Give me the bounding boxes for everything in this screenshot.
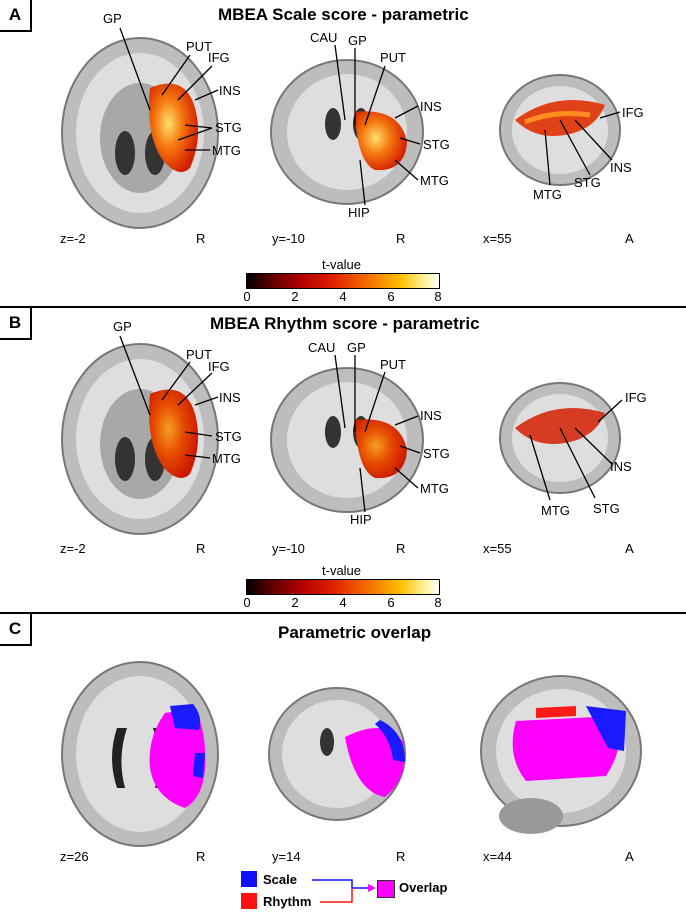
- colorbar-b-tick-6: 6: [387, 595, 395, 610]
- label-b-sag-ins: INS: [610, 459, 632, 474]
- colorbar-b-tick-2: 2: [291, 595, 299, 610]
- colorbar-a: [246, 273, 440, 289]
- label-a-coronal-gp: GP: [348, 33, 367, 48]
- label-b-sag-stg: STG: [593, 501, 620, 516]
- panel-b-axial-brain: [61, 343, 219, 535]
- legend-rhythm-label: Rhythm: [263, 894, 312, 909]
- coord-c-sagittal-orient: A: [625, 849, 634, 864]
- coord-a-axial-slice: z=-2: [60, 231, 86, 246]
- panel-a-title: MBEA Scale score - parametric: [218, 5, 469, 24]
- label-b-coronal-ins: INS: [420, 408, 442, 423]
- coord-c-axial-slice: z=26: [60, 849, 89, 864]
- label-b-sag-ifg: IFG: [625, 390, 647, 405]
- colorbar-a-tick-2: 2: [291, 289, 299, 304]
- coord-b-axial-slice: z=-2: [60, 541, 86, 556]
- label-b-coronal-gp: GP: [347, 340, 366, 355]
- legend-overlap-swatch: [377, 880, 395, 898]
- legend-overlap-label: Overlap: [399, 880, 448, 895]
- colorbar-a-tick-4: 4: [339, 289, 347, 304]
- label-b-ifg: IFG: [208, 359, 230, 374]
- coord-a-coronal-orient: R: [396, 231, 406, 246]
- label-a-coronal-mtg: MTG: [420, 173, 449, 188]
- divider-b-c: [0, 612, 686, 614]
- colorbar-b: [246, 579, 440, 595]
- coord-b-axial-orient: R: [196, 541, 206, 556]
- coord-a-coronal-slice: y=-10: [272, 231, 305, 246]
- coord-c-axial-orient: R: [196, 849, 206, 864]
- label-b-cau: CAU: [308, 340, 336, 355]
- label-a-coronal-ins: INS: [420, 99, 442, 114]
- colorbar-a-tick-6: 6: [387, 289, 395, 304]
- label-a-put: PUT: [186, 39, 212, 54]
- label-a-gp: GP: [103, 11, 122, 26]
- colorbar-b-tick-8: 8: [434, 595, 442, 610]
- legend-scale-label: Scale: [263, 872, 297, 887]
- label-b-hip: HIP: [350, 512, 372, 527]
- colorbar-a-title: t-value: [322, 257, 362, 272]
- panel-letter-c: C: [0, 614, 32, 646]
- panel-letter-b: B: [0, 308, 32, 340]
- panel-letter-a: A: [0, 0, 32, 32]
- coord-b-coronal-orient: R: [396, 541, 406, 556]
- panel-a-axial-brain: [61, 37, 219, 229]
- label-a-cau: CAU: [310, 30, 338, 45]
- coord-a-sagittal-slice: x=55: [483, 231, 512, 246]
- panel-c-title: Parametric overlap: [278, 623, 432, 642]
- coord-a-axial-orient: R: [196, 231, 206, 246]
- panel-b-leader-lines: [119, 335, 623, 513]
- label-b-put: PUT: [186, 347, 212, 362]
- label-a-coronal-put: PUT: [380, 50, 406, 65]
- panel-a-sagittal-brain: [499, 74, 621, 186]
- panel-c-sagittal-brain: [480, 675, 642, 834]
- label-b-sag-mtg: MTG: [541, 503, 570, 518]
- panel-b-coronal-brain: [270, 367, 424, 513]
- colorbar-b-title: t-value: [322, 563, 362, 578]
- panel-a-leader-lines: [119, 27, 621, 206]
- label-b-mtg: MTG: [212, 451, 241, 466]
- coord-b-sagittal-orient: A: [625, 541, 634, 556]
- coord-c-sagittal-slice: x=44: [483, 849, 512, 864]
- label-b-gp: GP: [113, 319, 132, 334]
- label-b-coronal-stg: STG: [423, 446, 450, 461]
- label-a-sag-ins: INS: [610, 160, 632, 175]
- panel-c-coronal-brain: [268, 687, 406, 821]
- label-a-sag-stg: STG: [574, 175, 601, 190]
- coord-c-coronal-orient: R: [396, 849, 406, 864]
- legend-rhythm-swatch: [241, 893, 257, 909]
- colorbar-b-tick-4: 4: [339, 595, 347, 610]
- label-a-ifg: IFG: [208, 50, 230, 65]
- label-a-mtg: MTG: [212, 143, 241, 158]
- label-b-stg: STG: [215, 429, 242, 444]
- panel-b-title: MBEA Rhythm score - parametric: [210, 314, 480, 333]
- label-b-coronal-put: PUT: [380, 357, 406, 372]
- panel-c-axial-brain: [61, 661, 219, 847]
- label-a-sag-mtg: MTG: [533, 187, 562, 202]
- label-b-ins: INS: [219, 390, 241, 405]
- coord-b-coronal-slice: y=-10: [272, 541, 305, 556]
- colorbar-b-tick-0: 0: [243, 595, 251, 610]
- colorbar-a-tick-0: 0: [243, 289, 251, 304]
- label-b-coronal-mtg: MTG: [420, 481, 449, 496]
- label-a-sag-ifg: IFG: [622, 105, 644, 120]
- label-a-hip: HIP: [348, 205, 370, 220]
- colorbar-a-tick-8: 8: [434, 289, 442, 304]
- divider-a-b: [0, 306, 686, 308]
- label-a-ins: INS: [219, 83, 241, 98]
- coord-b-sagittal-slice: x=55: [483, 541, 512, 556]
- coord-a-sagittal-orient: A: [625, 231, 634, 246]
- coord-c-coronal-slice: y=14: [272, 849, 301, 864]
- legend-scale-swatch: [241, 871, 257, 887]
- label-a-stg: STG: [215, 120, 242, 135]
- panel-a-coronal-brain: [270, 59, 424, 205]
- label-a-coronal-stg: STG: [423, 137, 450, 152]
